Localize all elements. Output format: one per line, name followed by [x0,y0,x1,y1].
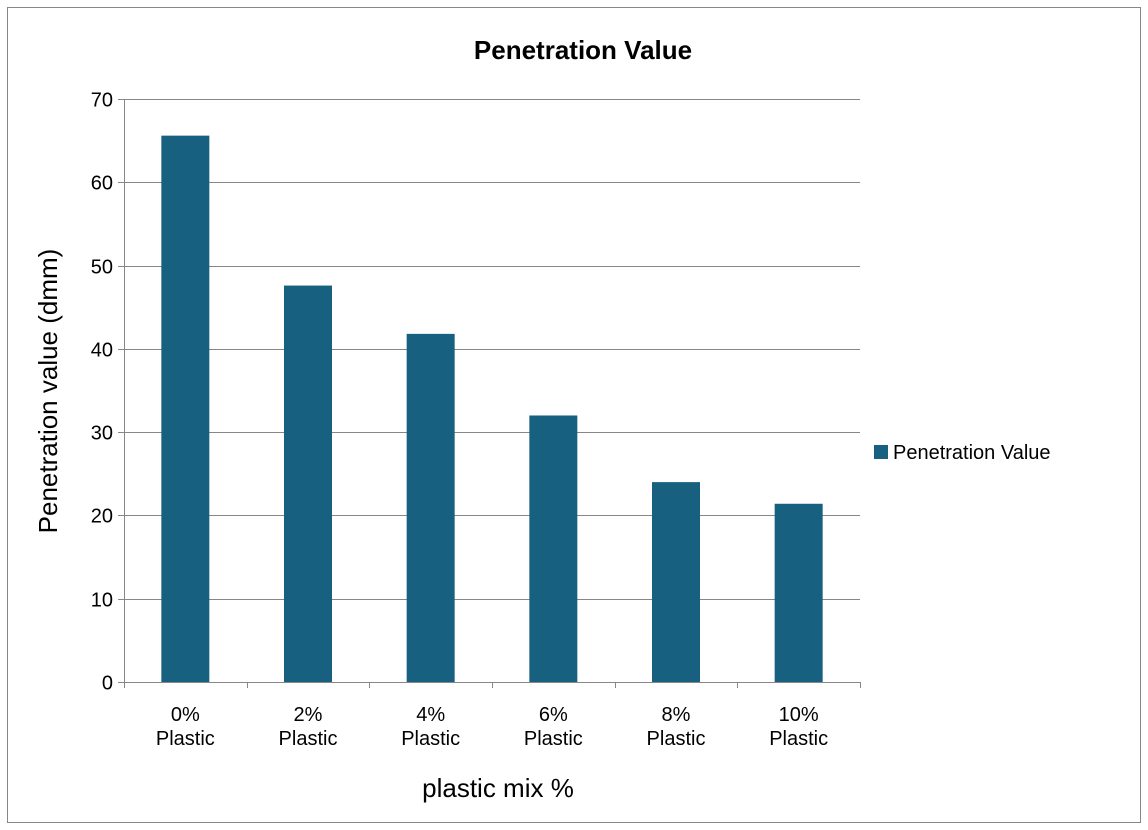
x-tick-label: 4% Plastic [401,704,460,750]
legend-label: Penetration Value [893,442,1051,464]
y-tick-label: 40 [91,340,113,362]
bar [529,415,578,682]
gridlines [118,99,860,683]
bar [406,333,455,682]
y-tick-label: 50 [91,257,113,279]
chart-title: Penetration Value [474,35,692,65]
x-tick-label: 0% Plastic [156,704,215,750]
y-tick-label: 60 [91,173,113,195]
x-axis-label: plastic mix % [422,773,574,803]
legend: Penetration Value [874,442,1051,464]
axes [124,99,861,688]
x-tick-label: 10% Plastic [769,704,828,750]
x-tick-label: 2% Plastic [279,704,338,750]
y-tick-label: 10 [91,590,113,612]
bars [161,135,823,682]
legend-swatch [874,445,888,459]
y-tick-labels: 0 10 20 30 40 50 60 70 [91,90,113,695]
bar [284,285,332,682]
y-axis-label: Penetration value (dmm) [33,249,63,534]
y-tick-label: 70 [91,90,113,112]
y-tick-label: 20 [91,506,113,528]
x-tick-label: 8% Plastic [647,704,706,750]
bar [774,503,823,682]
bar [161,135,210,682]
x-tick-labels: 0% Plastic 2% Plastic 4% Plastic 6% Plastic 8% Pl… [156,704,828,750]
x-tick-label: 6% Plastic [524,704,583,750]
y-tick-label: 30 [91,423,113,445]
bar [652,482,700,682]
y-tick-label: 0 [102,673,113,695]
